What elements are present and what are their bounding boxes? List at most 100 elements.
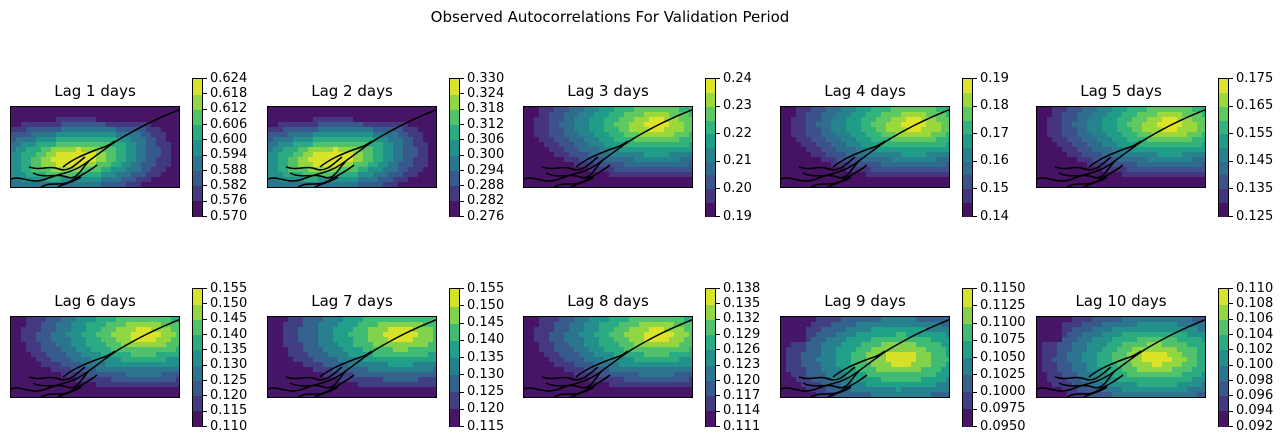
heatmap-cell [21,347,27,353]
heatmap-cell [619,327,625,333]
heatmap-cell [624,172,630,178]
heatmap-cell [121,122,127,128]
heatmap-cell [278,337,284,343]
heatmap-cell [806,122,812,128]
heatmap-cell [604,322,610,328]
heatmap-cell [639,182,645,187]
heatmap-cell [609,362,615,368]
heatmap-cell [679,392,685,397]
heatmap-cell [318,107,324,113]
heatmap-cell [156,342,162,348]
heatmap-cell [831,127,837,133]
heatmap-cell [589,352,595,358]
heatmap-cell [318,362,324,368]
heatmap-cell [393,327,399,333]
heatmap-cell [343,362,349,368]
colorbar-tick-label: 0.135 [210,341,248,357]
heatmap-cell [801,147,807,153]
heatmap-cell [86,332,92,338]
heatmap-cell [649,387,655,393]
heatmap-cell [283,357,289,363]
heatmap-cell [166,387,172,393]
heatmap-cell [1102,172,1108,178]
heatmap-cell [539,357,545,363]
heatmap-cell [36,362,42,368]
heatmap-cell [891,132,897,138]
heatmap-cell [61,352,67,358]
heatmap-cell [71,142,77,148]
heatmap-cell [886,142,892,148]
heatmap-cell [333,392,339,397]
heatmap-cell [891,187,897,188]
heatmap-cell [373,117,379,123]
river-outline [1054,156,1112,171]
heatmap-cell [433,132,436,138]
heatmap-cell [639,392,645,397]
heatmap-cell [639,322,645,328]
river-outline [832,140,886,168]
heatmap-cell [56,317,62,323]
heatmap-cell [393,127,399,133]
heatmap-cell [141,362,147,368]
heatmap-cell [293,362,299,368]
heatmap-area [267,316,437,398]
heatmap-cell [524,127,530,133]
heatmap-cell [166,347,172,353]
heatmap-cell [21,147,27,153]
heatmap-cell [649,132,655,138]
heatmap-cell [338,142,344,148]
heatmap-cell [141,382,147,388]
heatmap-cell [136,337,142,343]
heatmap-cell [524,362,530,368]
heatmap-cell [559,342,565,348]
heatmap-cell [609,367,615,373]
heatmap-cell [423,337,429,343]
heatmap-cell [1067,127,1073,133]
heatmap-cell [1067,132,1073,138]
heatmap-cell [624,147,630,153]
heatmap-cell [619,342,625,348]
heatmap-cell [534,157,540,163]
colorbar-tick-label: 0.21 [723,153,752,169]
heatmap-cell [131,397,137,398]
heatmap-cell [549,147,555,153]
heatmap-cell [1102,132,1108,138]
heatmap-cell [76,332,82,338]
heatmap-area [267,106,437,188]
heatmap-cell [76,167,82,173]
heatmap-cell [313,112,319,118]
heatmap-cell [423,142,429,148]
heatmap-cell [614,317,620,323]
heatmap-cell [569,112,575,118]
heatmap-cell [614,127,620,133]
heatmap-cell [609,187,615,188]
heatmap-cell [801,152,807,158]
heatmap-cell [31,107,37,113]
heatmap-cell [801,177,807,183]
heatmap-cell [111,152,117,158]
heatmap-cell [61,177,67,183]
heatmap-cell [136,117,142,123]
heatmap-cell [31,327,37,333]
heatmap-cell [901,152,907,158]
heatmap-cell [584,362,590,368]
heatmap-cell [56,397,62,398]
heatmap-area [780,316,950,398]
heatmap-cell [684,117,690,123]
heatmap-cell [926,317,932,323]
heatmap-cell [1147,177,1153,183]
heatmap-cell [1067,142,1073,148]
heatmap-cell [161,112,167,118]
heatmap-cell [313,397,319,398]
heatmap-cell [921,322,927,328]
heatmap-cell [428,352,434,358]
heatmap-cell [1092,127,1098,133]
heatmap-cell [1182,157,1188,163]
heatmap-cell [679,187,685,188]
colorbar-segment [193,365,202,381]
heatmap-cell [931,172,937,178]
heatmap-area [523,316,693,398]
heatmap-cell [609,172,615,178]
heatmap-cell [554,152,560,158]
heatmap-cell [388,122,394,128]
